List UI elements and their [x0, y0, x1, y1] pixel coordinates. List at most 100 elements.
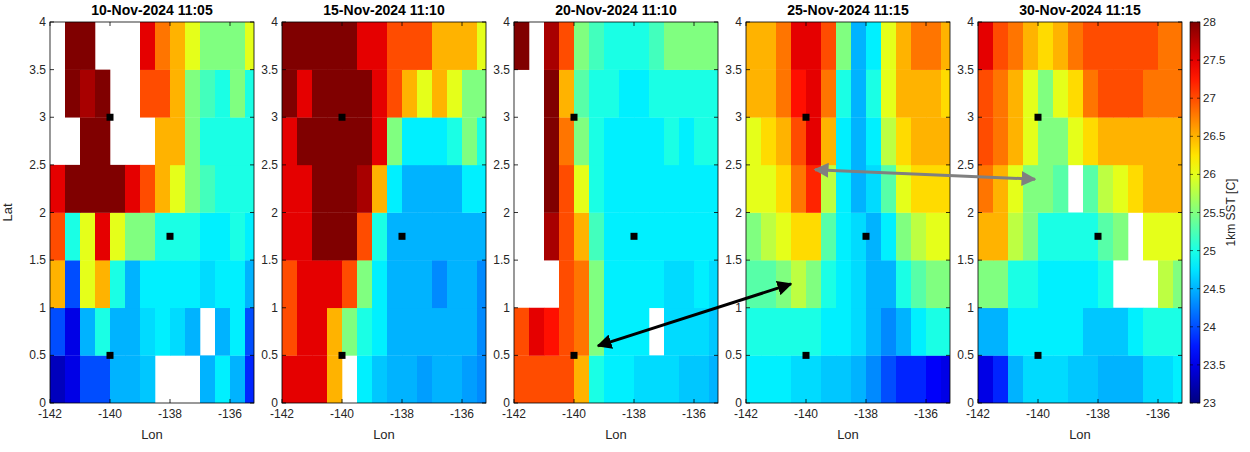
y-tick — [514, 307, 518, 308]
sst-cell — [851, 117, 866, 165]
sst-cell — [1083, 308, 1098, 356]
panel: -142-140-138-13600.511.522.533.5420-Nov-… — [493, 2, 724, 442]
colorbar-tick-label: 23.5 — [1203, 359, 1225, 371]
sst-cell — [806, 355, 821, 403]
y-tick-label: 2 — [271, 206, 278, 220]
sst-cell — [312, 355, 327, 403]
y-tick-label: 2.5 — [725, 158, 742, 172]
sst-cell — [1008, 165, 1023, 213]
sst-cell — [65, 22, 80, 70]
y-tick-label: 2.5 — [29, 158, 46, 172]
y-tick — [978, 260, 982, 261]
sst-cell — [417, 213, 432, 261]
station-marker — [803, 352, 810, 359]
y-tick-label: 0 — [735, 396, 742, 410]
sst-cell — [80, 165, 95, 213]
y-tick — [978, 355, 982, 356]
sst-cell — [821, 355, 836, 403]
sst-cell — [432, 308, 447, 356]
x-tick — [462, 399, 463, 403]
sst-cell — [477, 117, 486, 165]
sst-cell — [200, 70, 215, 118]
x-tick — [514, 399, 515, 403]
y-tick-label: 3.5 — [957, 63, 974, 77]
sst-cell — [1128, 308, 1143, 356]
x-tick — [1158, 399, 1159, 403]
colorbar-tick — [1190, 288, 1193, 289]
sst-cell — [1173, 308, 1182, 356]
sst-cell — [926, 117, 941, 165]
sst-cell — [911, 308, 926, 356]
panel: -142-140-138-13600.511.522.533.5415-Nov-… — [261, 2, 492, 442]
y-tick-label: 3 — [967, 110, 974, 124]
sst-cell — [297, 260, 312, 308]
sst-cell — [791, 260, 806, 308]
plot-data — [746, 22, 950, 403]
sst-cell — [372, 213, 387, 261]
sst-cell — [110, 213, 125, 261]
sst-cell — [282, 117, 297, 165]
x-tick — [230, 399, 231, 403]
y-tick-label: 4 — [735, 15, 742, 29]
sst-cell — [1038, 308, 1053, 356]
sst-cell — [978, 308, 993, 356]
sst-cell — [327, 117, 342, 165]
sst-cell — [761, 355, 776, 403]
y-tick — [978, 307, 982, 308]
y-tick — [514, 117, 518, 118]
sst-cell — [125, 260, 140, 308]
sst-cell — [709, 260, 718, 308]
y-tick — [746, 117, 750, 118]
sst-cell — [230, 355, 245, 403]
sst-cell — [402, 22, 417, 70]
sst-cell — [327, 22, 342, 70]
sst-cell — [1053, 260, 1068, 308]
sst-cell — [327, 213, 342, 261]
colorbar-tick — [1190, 403, 1193, 404]
plot-frame — [746, 22, 950, 403]
x-tick — [1038, 22, 1039, 26]
sst-cell — [559, 308, 574, 356]
sst-cell — [80, 117, 95, 165]
y-tick — [714, 164, 718, 165]
sst-cell — [679, 117, 694, 165]
colorbar-tick-label: 27.5 — [1203, 54, 1225, 66]
x-tick-label: -136 — [1146, 407, 1170, 421]
y-tick — [50, 164, 54, 165]
y-tick — [1178, 117, 1182, 118]
sst-cell — [896, 355, 911, 403]
arrow — [598, 284, 791, 346]
y-tick — [714, 260, 718, 261]
sst-cell — [65, 213, 80, 261]
x-tick — [694, 22, 695, 26]
sst-cell — [709, 117, 718, 165]
sst-cell — [776, 117, 791, 165]
colorbar-tick — [1190, 174, 1193, 175]
sst-cell — [140, 260, 155, 308]
sst-cell — [432, 213, 447, 261]
y-tick-label: 0 — [271, 396, 278, 410]
sst-cell — [694, 355, 709, 403]
x-tick-label: -138 — [158, 407, 182, 421]
sst-cell — [1158, 213, 1173, 261]
sst-cell — [806, 260, 821, 308]
sst-cell — [821, 213, 836, 261]
sst-cell — [327, 260, 342, 308]
sst-cell — [417, 355, 432, 403]
sst-cell — [1098, 22, 1113, 70]
sst-cell — [110, 308, 125, 356]
sst-cell — [125, 355, 140, 403]
y-tick-label: 0.5 — [29, 348, 46, 362]
sst-cell — [941, 308, 950, 356]
y-tick — [250, 69, 254, 70]
sst-cell — [447, 355, 462, 403]
sst-cell — [1113, 308, 1128, 356]
sst-cell — [155, 22, 170, 70]
sst-cell — [462, 165, 477, 213]
sst-cell — [544, 355, 559, 403]
sst-cell — [761, 117, 776, 165]
sst-cell — [574, 165, 589, 213]
sst-cell — [95, 213, 110, 261]
sst-cell — [821, 22, 836, 70]
colorbar-tick — [1197, 174, 1200, 175]
